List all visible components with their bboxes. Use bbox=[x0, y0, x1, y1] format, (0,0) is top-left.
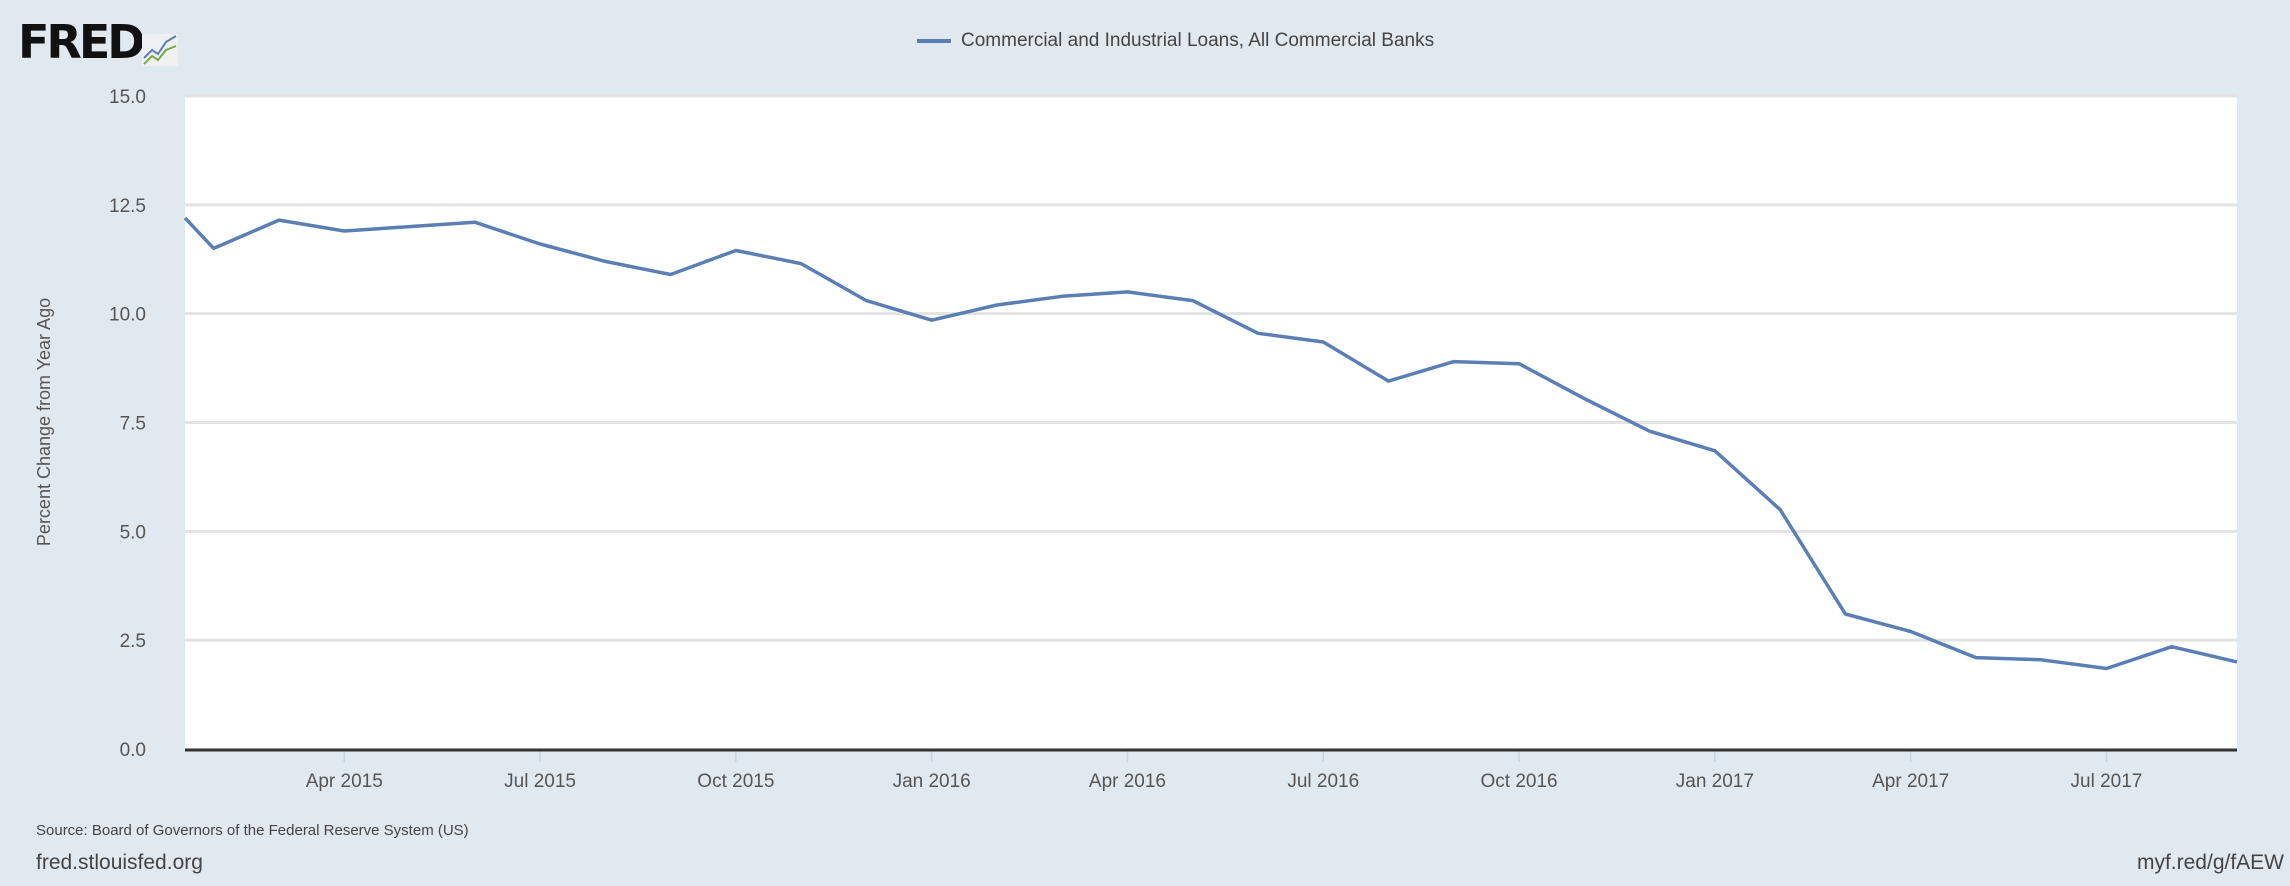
site-link[interactable]: fred.stlouisfed.org bbox=[36, 851, 203, 874]
chart-legend: Commercial and Industrial Loans, All Com… bbox=[917, 30, 1434, 52]
x-tick-label: Apr 2016 bbox=[1089, 771, 1166, 792]
y-tick-label: 7.5 bbox=[120, 414, 146, 435]
y-tick-label: 10.0 bbox=[109, 305, 146, 326]
x-tick-label: Jul 2016 bbox=[1287, 771, 1359, 792]
y-tick-label: 5.0 bbox=[120, 522, 146, 543]
x-tick-label: Jul 2015 bbox=[504, 771, 576, 792]
legend-label: Commercial and Industrial Loans, All Com… bbox=[961, 30, 1435, 51]
source-note: Source: Board of Governors of the Federa… bbox=[36, 822, 469, 839]
series-line bbox=[183, 216, 2238, 671]
y-tick-label: 2.5 bbox=[120, 631, 146, 652]
y-tick-label: 15.0 bbox=[109, 87, 146, 108]
logo-text: FRED bbox=[18, 15, 145, 69]
x-tick-label: Apr 2015 bbox=[306, 771, 383, 792]
chart-logo-icon bbox=[142, 34, 179, 66]
x-tick-label: Jan 2016 bbox=[893, 771, 971, 792]
x-tick-label: Apr 2017 bbox=[1872, 771, 1949, 792]
x-tick-label: Jan 2017 bbox=[1676, 771, 1754, 792]
fred-logo: FRED bbox=[18, 15, 179, 69]
y-tick-label: 0.0 bbox=[120, 740, 146, 761]
y-axis-label: Percent Change from Year Ago bbox=[34, 298, 54, 546]
x-tick-label: Jul 2017 bbox=[2071, 771, 2143, 792]
x-tick-label: Oct 2016 bbox=[1481, 771, 1558, 792]
short-link[interactable]: myf.red/g/fAEW bbox=[2136, 851, 2284, 874]
legend-swatch bbox=[917, 39, 951, 43]
y-tick-label: 12.5 bbox=[109, 196, 146, 217]
x-tick-label: Oct 2015 bbox=[697, 771, 774, 792]
